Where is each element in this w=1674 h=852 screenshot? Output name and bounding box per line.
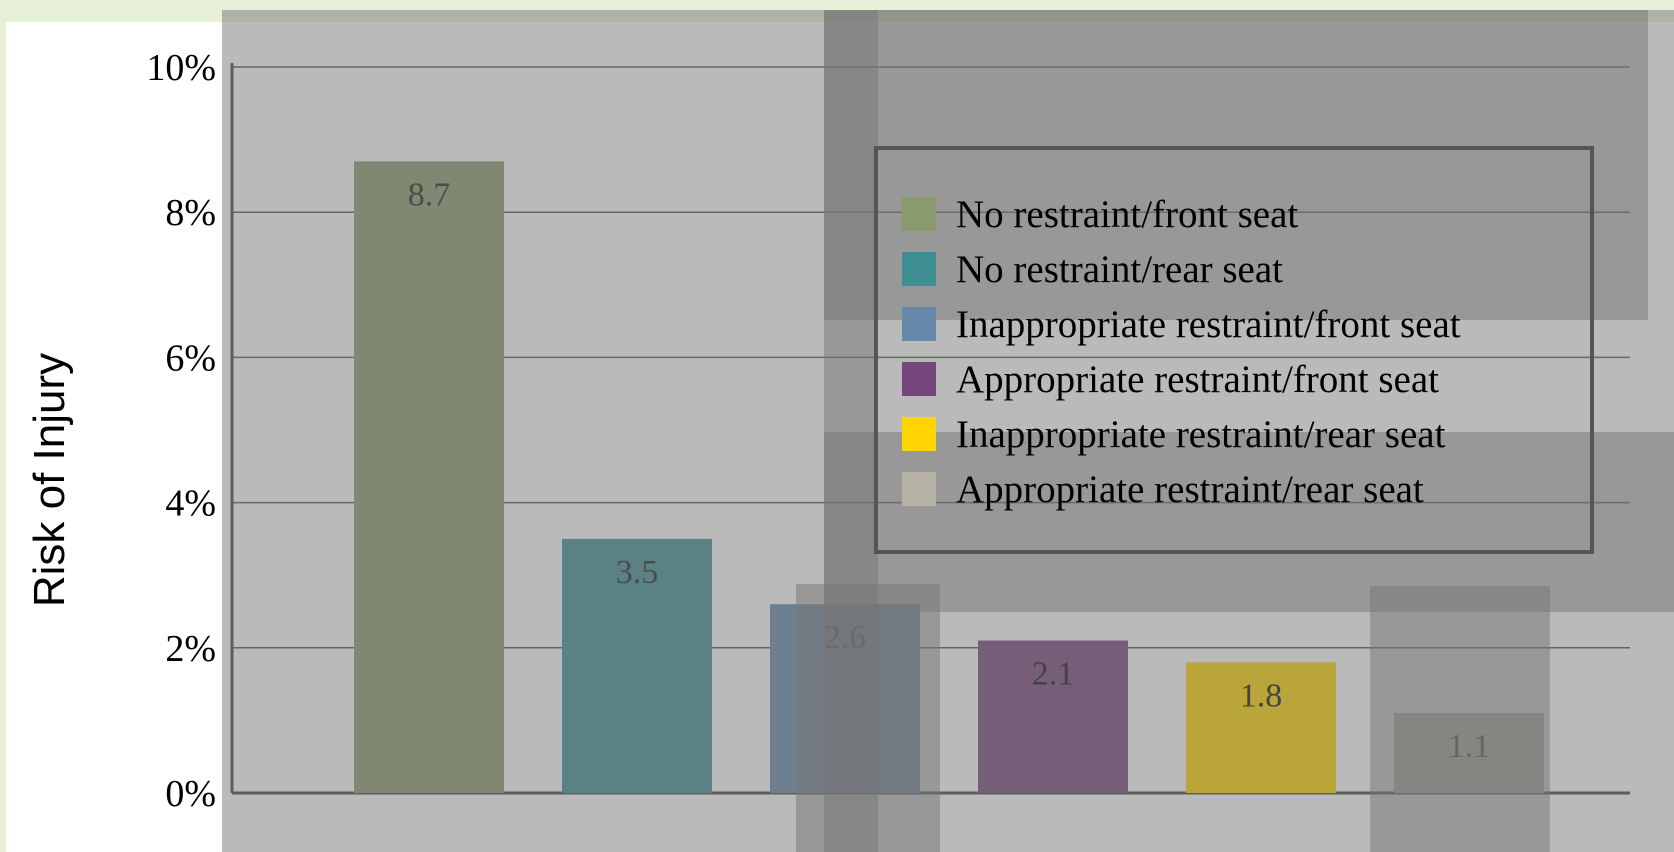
legend-swatch (902, 362, 936, 396)
legend-item: No restraint/rear seat (902, 247, 1284, 291)
legend-item: Inappropriate restraint/front seat (902, 302, 1461, 346)
y-tick-label: 2% (165, 628, 216, 670)
y-tick-label: 6% (165, 337, 216, 379)
shading-overlay (796, 584, 940, 852)
legend: No restraint/front seat No restraint/rear… (874, 146, 1594, 554)
legend-swatch (902, 197, 936, 231)
y-tick-label: 0% (165, 773, 216, 815)
shading-overlay (1370, 586, 1550, 852)
legend-item: Appropriate restraint/front seat (902, 357, 1439, 401)
legend-item: No restraint/front seat (902, 192, 1299, 236)
y-tick-label: 10% (146, 47, 216, 89)
legend-swatch (902, 417, 936, 451)
legend-label: Inappropriate restraint/rear seat (956, 412, 1446, 456)
shading-overlay (824, 432, 1674, 612)
legend-swatch (902, 252, 936, 286)
legend-item: Inappropriate restraint/rear seat (902, 412, 1446, 456)
legend-item: Appropriate restraint/rear seat (902, 467, 1424, 511)
legend-label: Appropriate restraint/front seat (956, 357, 1439, 401)
y-tick-label: 4% (165, 483, 216, 525)
shading-overlay (824, 10, 1648, 320)
legend-label: No restraint/rear seat (956, 247, 1284, 291)
legend-swatch (902, 307, 936, 341)
legend-label: No restraint/front seat (956, 192, 1299, 236)
legend-swatch (902, 472, 936, 506)
legend-label: Appropriate restraint/rear seat (956, 467, 1424, 511)
legend-label: Inappropriate restraint/front seat (956, 302, 1461, 346)
chart-panel: 0%2%4%6%8%10%8.73.52.62.11.81.1 No restr… (6, 10, 1674, 852)
y-axis-title: Risk of Injury (25, 352, 74, 608)
y-tick-label: 8% (165, 192, 216, 234)
